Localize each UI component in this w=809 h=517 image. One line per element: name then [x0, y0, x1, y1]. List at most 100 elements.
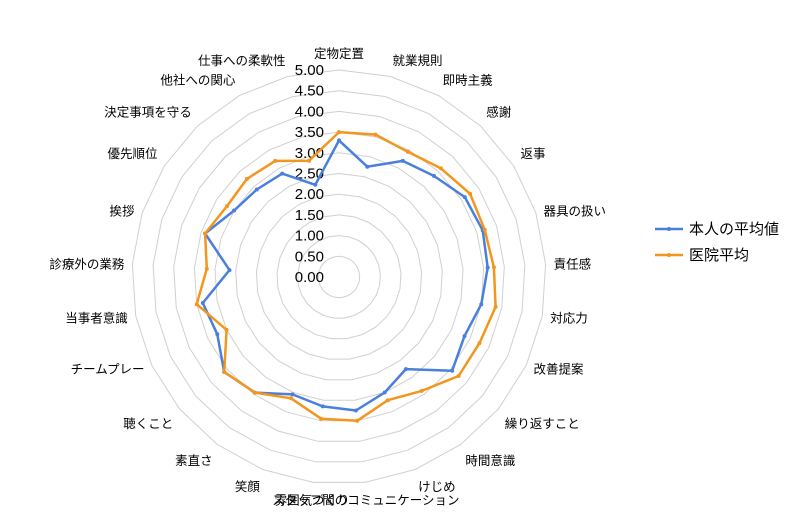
data-point — [337, 130, 341, 135]
series-line — [201, 139, 489, 412]
tick-label: 3.50 — [295, 124, 324, 141]
data-point — [482, 227, 487, 232]
category-label: 繰り返すこと — [505, 416, 580, 431]
data-point — [456, 374, 461, 378]
grid-ring — [214, 152, 464, 401]
data-point — [479, 302, 484, 307]
category-label: 挨拶 — [109, 204, 135, 219]
category-label: 即時主義 — [443, 73, 494, 88]
category-label: 笑顔 — [235, 479, 261, 494]
data-point — [222, 370, 227, 374]
tick-label: 2.50 — [295, 166, 324, 183]
category-label: スタッフ間のコミュニケーション — [272, 492, 459, 507]
data-point — [477, 341, 482, 346]
data-point — [337, 138, 341, 143]
category-label: 就業規則 — [393, 53, 443, 68]
grid-ring — [193, 131, 485, 422]
grid-ring — [173, 110, 505, 442]
data-point — [215, 332, 220, 337]
category-label: 聴くこと — [123, 416, 173, 431]
data-point — [227, 268, 232, 273]
tick-label: 3.00 — [295, 145, 324, 162]
legend-marker — [667, 253, 671, 257]
category-label: 感謝 — [486, 104, 511, 119]
data-point — [385, 398, 390, 403]
grid-ring — [235, 172, 443, 381]
category-label: 対応力 — [550, 310, 588, 325]
data-point — [468, 191, 473, 196]
data-point — [244, 176, 249, 181]
category-label: 素直さ — [175, 453, 213, 468]
data-point — [373, 132, 378, 137]
data-point — [232, 208, 237, 213]
data-point — [493, 304, 498, 309]
tick-label: 5.00 — [295, 62, 324, 79]
grid-ring — [276, 214, 402, 340]
data-point — [313, 182, 318, 187]
data-point — [431, 173, 436, 178]
data-point — [200, 301, 205, 305]
series-line — [195, 130, 497, 423]
legend-marker — [667, 227, 671, 231]
category-label: けじめ — [418, 479, 456, 494]
category-label: 診療外の業務 — [49, 257, 125, 272]
tick-labels: 0.00 0.50 1.00 1.50 2.00 2.50 3.00 3.50 4.00 4.50… — [295, 62, 324, 286]
data-point — [319, 416, 324, 421]
category-label: 返事 — [521, 146, 546, 161]
data-point — [253, 390, 257, 395]
tick-label: 4.50 — [295, 83, 324, 100]
data-point — [355, 418, 360, 423]
category-label: 定物定置 — [314, 46, 364, 61]
data-point — [203, 231, 208, 236]
category-label: 当事者意識 — [65, 310, 128, 325]
data-point — [485, 265, 490, 270]
tick-label: 1.50 — [295, 207, 324, 224]
data-point — [400, 158, 405, 163]
tick-label: 1.00 — [295, 228, 324, 245]
data-point — [254, 187, 259, 192]
data-point — [353, 408, 358, 413]
data-point — [225, 204, 230, 208]
data-point — [194, 302, 199, 307]
data-point — [491, 265, 496, 270]
category-label: 仕事への柔軟性 — [198, 53, 286, 68]
data-point — [419, 388, 424, 393]
category-label: 優先順位 — [107, 146, 157, 161]
data-point — [382, 390, 387, 395]
data-point — [405, 149, 410, 154]
data-point — [289, 396, 293, 401]
category-label: チームプレー — [71, 362, 145, 377]
category-labels: 定物定置 就業規則即時主義感謝返事器具の扱い責任感対応力改善提案繰り返すこと時間意… — [49, 46, 606, 507]
data-point — [462, 334, 467, 339]
data-point — [204, 266, 209, 271]
data-point — [224, 327, 229, 332]
grid-ring — [255, 193, 423, 360]
tick-label: 2.00 — [295, 186, 324, 203]
grid-ring — [297, 235, 381, 319]
legend-label: 本人の平均値 — [689, 220, 779, 238]
category-label: 改善提案 — [534, 362, 585, 377]
data-point — [403, 367, 408, 372]
data-point — [290, 392, 295, 397]
data-series — [194, 130, 498, 423]
category-label: 器具の扱い — [544, 204, 607, 219]
category-label: 責任感 — [554, 257, 592, 272]
data-point — [307, 158, 312, 163]
grid-ring — [152, 90, 526, 463]
category-label: 決定事項を守る — [104, 104, 192, 119]
data-point — [450, 368, 455, 373]
data-point — [365, 164, 370, 169]
grid-ring — [317, 255, 361, 298]
legend-label: 医院平均 — [689, 246, 749, 264]
tick-label: 0.00 — [295, 269, 324, 286]
data-point — [439, 166, 443, 171]
tick-label: 0.50 — [295, 248, 324, 265]
grid-ring — [131, 69, 547, 483]
data-point — [462, 195, 467, 200]
category-label: 他社への関心 — [160, 73, 236, 88]
category-label: 雰囲気づくり — [275, 492, 350, 507]
tick-label: 4.00 — [295, 103, 324, 120]
